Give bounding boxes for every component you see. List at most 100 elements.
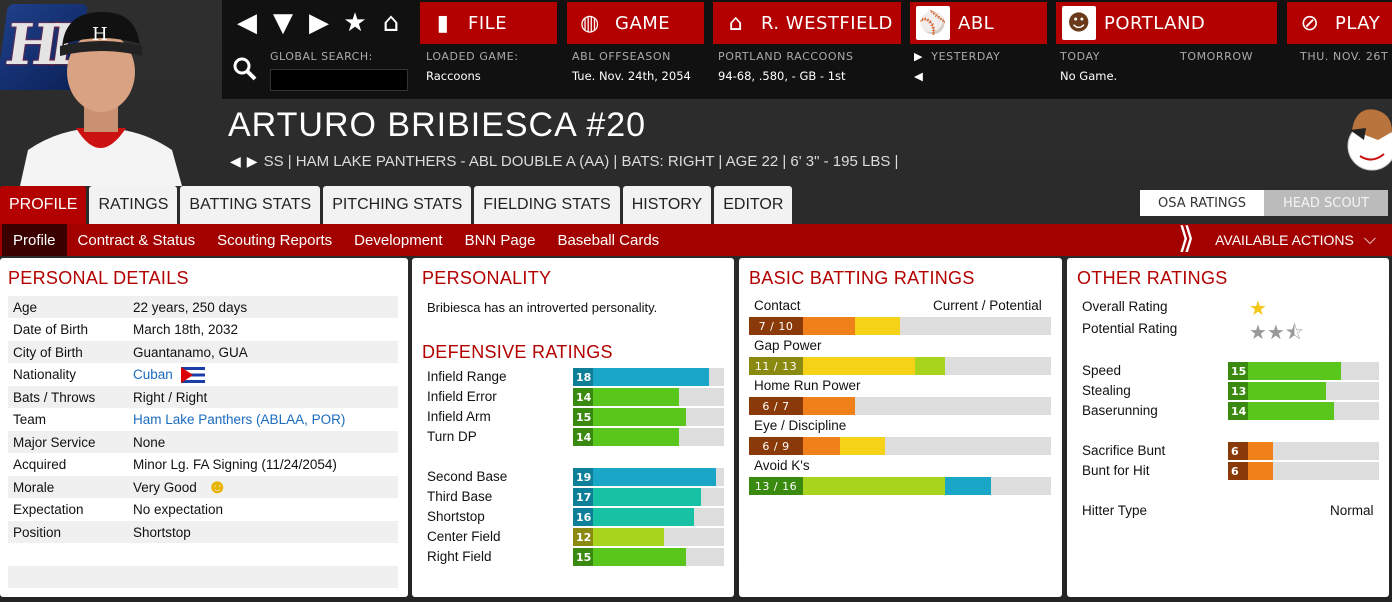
back-icon[interactable]: ◀: [237, 8, 257, 38]
available-actions-button[interactable]: AVAILABLE ACTIONS ⌵: [1215, 231, 1376, 248]
file-icon: ▮: [436, 10, 450, 36]
defense-label: Turn DP: [427, 429, 477, 444]
detail-row: Morale Very Good ☻: [8, 476, 398, 498]
detail-link[interactable]: Ham Lake Panthers (ABLAA, POR): [133, 412, 346, 427]
batting-rating-bar: 11 / 13: [749, 357, 1051, 375]
star-icon[interactable]: ★: [343, 8, 367, 38]
rating-number: 19: [573, 468, 593, 486]
tab-profile[interactable]: PROFILE: [0, 186, 87, 224]
tab-editor[interactable]: EDITOR: [714, 186, 793, 224]
detail-value-text: Minor Lg. FA Signing (11/24/2054): [133, 457, 337, 472]
bar-fill: [1228, 362, 1342, 380]
subtab-cards[interactable]: Baseball Cards: [557, 231, 660, 249]
detail-key: Bats / Throws: [13, 389, 96, 405]
subtab-development[interactable]: Development: [354, 231, 443, 249]
detail-value-text: Right / Right: [133, 389, 208, 405]
bar-fill: [573, 508, 694, 526]
subtab-scouting[interactable]: Scouting Reports: [217, 231, 333, 249]
hitter-type-label: Hitter Type: [1082, 503, 1148, 518]
bar-fill: [573, 528, 664, 546]
prev-player-icon[interactable]: ◀: [230, 153, 241, 169]
search-input[interactable]: [270, 69, 408, 91]
rating-number: 11 / 13: [749, 357, 803, 375]
file-button[interactable]: ▮ FILE: [420, 2, 557, 44]
tab-batting-stats[interactable]: BATTING STATS: [180, 186, 321, 224]
svg-text:H: H: [92, 24, 108, 45]
detail-key: Position: [13, 524, 62, 540]
game-button[interactable]: ◍ GAME: [567, 2, 704, 44]
other-rating-bar: 6: [1228, 462, 1379, 480]
team-button[interactable]: ☻ PORTLAND: [1056, 2, 1277, 44]
detail-value-text: Guantanamo, GUA: [133, 344, 248, 360]
smiley-icon: ☻: [206, 476, 228, 498]
detail-row: Major Service None: [8, 431, 398, 453]
yesterday-info[interactable]: ▶ YESTERDAY ◀: [914, 50, 1001, 83]
batting-label: Avoid K's: [754, 458, 810, 473]
overall-rating-label: Overall Rating: [1082, 299, 1168, 314]
globe-icon: ◍: [580, 10, 600, 36]
detail-key: Expectation: [13, 502, 84, 517]
detail-value: Right / Right: [133, 390, 207, 405]
rating-number: 6: [1228, 442, 1248, 460]
tab-ratings[interactable]: RATINGS: [89, 186, 178, 224]
osa-ratings-button[interactable]: OSA RATINGS: [1140, 190, 1264, 216]
tab-fielding-stats[interactable]: FIELDING STATS: [474, 186, 620, 224]
other-label: Speed: [1082, 363, 1122, 378]
nav-icons: ◀ ▼ ▶ ★ ⌂: [232, 8, 406, 38]
tab-pitching-stats[interactable]: PITCHING STATS: [323, 186, 472, 224]
subtab-profile[interactable]: Profile: [2, 224, 67, 256]
manager-button[interactable]: ⌂ R. WESTFIELD: [713, 2, 901, 44]
detail-link[interactable]: Cuban: [133, 367, 173, 382]
head-scout-button[interactable]: HEAD SCOUT: [1264, 190, 1388, 216]
bar-fill: [573, 488, 702, 506]
detail-value-text: None: [133, 434, 166, 450]
subtab-contract[interactable]: Contract & Status: [77, 231, 196, 249]
rating-number: 18: [573, 368, 593, 386]
detail-row: Bats / Throws Right / Right: [8, 386, 398, 408]
dropdown-icon[interactable]: ▼: [273, 8, 293, 38]
rating-number: 14: [573, 428, 593, 446]
next-date-info[interactable]: THU. NOV. 26T: [1300, 50, 1389, 63]
play-button[interactable]: ⊘ PLAY: [1287, 2, 1392, 44]
defense-label: Right Field: [427, 549, 492, 564]
detail-value: Very Good ☻: [133, 476, 228, 498]
bar-fill: [1228, 382, 1327, 400]
hitter-type-value: Normal: [1330, 503, 1374, 518]
bar-fill: [1228, 402, 1334, 420]
defense-rating-bar: 14: [573, 428, 724, 446]
rating-number: 15: [573, 548, 593, 566]
player-name: ARTURO BRIBIESCA #20: [228, 106, 647, 144]
detail-key: Nationality: [13, 367, 77, 382]
search-icon[interactable]: [232, 56, 258, 82]
main-tabs: PROFILE RATINGS BATTING STATS PITCHING S…: [0, 186, 793, 224]
detail-value: March 18th, 2032: [133, 322, 238, 337]
league-button[interactable]: ⚾ ABL: [910, 2, 1047, 44]
forward-icon[interactable]: ▶: [309, 8, 329, 38]
season-info: ABL OFFSEASON Tue. Nov. 24th, 2054: [572, 50, 691, 83]
detail-row: Team Ham Lake Panthers (ABLAA, POR): [8, 409, 398, 431]
detail-value-text: No expectation: [133, 502, 224, 517]
batting-label: Home Run Power: [754, 378, 861, 393]
detail-row: Acquired Minor Lg. FA Signing (11/24/2054…: [8, 454, 398, 476]
personality-text: Bribiesca has an introverted personality…: [427, 300, 658, 315]
league-logo-icon: ⚾: [916, 6, 950, 40]
batting-rating-bar: 7 / 10: [749, 317, 1051, 335]
subtab-bnn[interactable]: BNN Page: [464, 231, 536, 249]
home-icon[interactable]: ⌂: [382, 8, 400, 38]
overall-rating-stars: ★: [1249, 298, 1267, 320]
detail-key: Date of Birth: [13, 322, 89, 337]
next-player-icon[interactable]: ▶: [246, 153, 258, 169]
detail-value: Shortstop: [133, 525, 191, 540]
loaded-game-info: LOADED GAME: Raccoons: [426, 50, 519, 83]
rating-number: 16: [573, 508, 593, 526]
batting-label: Gap Power: [754, 338, 822, 353]
detail-key: City of Birth: [13, 344, 83, 360]
actions-divider-icon: ⟫: [1178, 221, 1195, 256]
detail-key: Age: [13, 299, 38, 315]
tab-history[interactable]: HISTORY: [622, 186, 712, 224]
tomorrow-info[interactable]: TOMORROW: [1180, 50, 1254, 63]
other-label: Baserunning: [1082, 403, 1158, 418]
detail-value: Ham Lake Panthers (ABLAA, POR): [133, 412, 345, 427]
detail-key: Morale: [13, 479, 55, 495]
other-rating-bar: 15: [1228, 362, 1379, 380]
